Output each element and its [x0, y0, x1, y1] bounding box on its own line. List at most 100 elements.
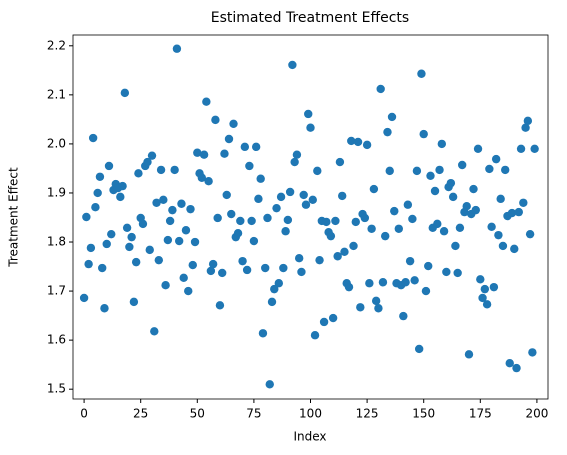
point [516, 144, 526, 154]
x-tick-label: 50 [190, 407, 205, 421]
point [478, 293, 487, 303]
point [340, 247, 349, 257]
point [125, 242, 134, 252]
point [446, 178, 456, 188]
y-tick-label: 1.9 [47, 185, 66, 199]
point [129, 297, 139, 307]
x-tick-label: 150 [412, 407, 435, 421]
y-tick-label: 1.7 [47, 284, 66, 298]
point [369, 184, 379, 194]
point [208, 259, 218, 269]
point [519, 198, 528, 207]
point [322, 217, 331, 227]
point [86, 243, 96, 253]
point [530, 144, 539, 154]
point [84, 259, 93, 269]
point [387, 112, 397, 122]
point [193, 148, 202, 157]
point [159, 195, 168, 205]
point [473, 144, 483, 154]
point [222, 190, 231, 200]
point [331, 216, 340, 226]
point [131, 257, 141, 267]
point [154, 255, 164, 265]
chart-title: Estimated Treatment Effects [211, 10, 409, 26]
point [294, 254, 304, 263]
point [283, 215, 293, 225]
point [206, 266, 216, 276]
point [172, 44, 182, 53]
point [430, 186, 440, 196]
point [512, 363, 521, 373]
point [507, 208, 517, 218]
point [93, 188, 102, 198]
point [229, 119, 238, 128]
point [145, 245, 154, 255]
point [98, 263, 107, 273]
point [127, 232, 136, 242]
point [489, 282, 499, 292]
point [394, 224, 403, 233]
point [156, 165, 166, 175]
point [528, 348, 537, 357]
point [501, 165, 510, 175]
point [107, 229, 116, 239]
point [476, 275, 485, 284]
y-tick-label: 2.2 [47, 38, 66, 52]
point [215, 301, 225, 310]
point [374, 304, 383, 313]
point [376, 84, 385, 94]
point [408, 214, 417, 224]
point [521, 123, 530, 132]
x-tick-label: 100 [299, 407, 322, 421]
point [233, 228, 243, 238]
point [272, 203, 281, 213]
point [401, 278, 410, 287]
point [122, 223, 132, 232]
point [199, 150, 209, 159]
point [120, 88, 130, 98]
point [480, 284, 490, 294]
point [147, 151, 157, 160]
point [247, 216, 256, 226]
point [403, 200, 413, 209]
point [251, 142, 261, 152]
point [326, 231, 336, 241]
point [143, 157, 152, 167]
point [381, 231, 390, 241]
point [378, 278, 388, 287]
point [297, 267, 306, 277]
point [487, 222, 496, 232]
y-tick-label: 1.5 [47, 382, 66, 396]
point [150, 327, 159, 336]
point [424, 261, 433, 271]
x-tick-label: 0 [80, 407, 88, 421]
point [270, 284, 279, 294]
point [419, 129, 428, 139]
point [95, 172, 105, 181]
point [437, 139, 447, 149]
y-tick-label: 1.6 [47, 333, 66, 347]
point [337, 191, 347, 201]
x-tick-label: 25 [133, 407, 148, 421]
point [240, 142, 250, 152]
y-axis-label: Treatment Effect [7, 167, 21, 268]
point [211, 115, 220, 125]
x-axis-label: Index [293, 430, 326, 444]
y-tick-label: 2.0 [47, 136, 66, 150]
point [258, 329, 268, 338]
point [433, 219, 442, 229]
point [315, 255, 324, 265]
point [197, 173, 207, 182]
point [333, 252, 342, 261]
point [290, 157, 299, 167]
point [356, 303, 365, 312]
point [261, 263, 270, 273]
point [91, 202, 100, 212]
point [335, 157, 345, 167]
x-tick-label: 75 [246, 407, 261, 421]
point [204, 176, 213, 186]
point [362, 140, 372, 150]
point [265, 380, 274, 389]
point [360, 213, 370, 223]
